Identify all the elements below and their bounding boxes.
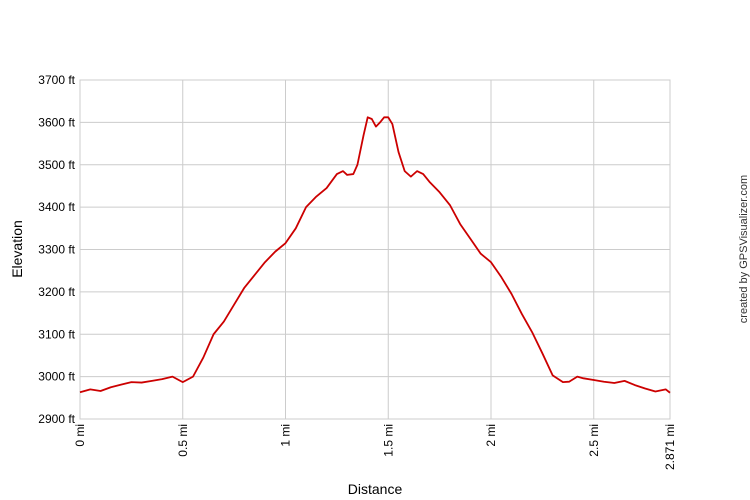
x-axis-title: Distance [348,481,403,497]
x-tick-label: 2.871 mi [663,424,677,470]
y-tick-label: 3300 ft [38,243,75,257]
x-tick-label: 1 mi [279,424,293,447]
x-tick-label: 0.5 mi [176,424,190,457]
y-axis-tick-labels: 2900 ft 3000 ft 3100 ft 3200 ft 3300 ft 3400 … [38,73,75,426]
x-tick-label: 2 mi [484,424,498,447]
y-tick-label: 3600 ft [38,115,75,129]
credit-text: created by GPSVisualizer.com [738,175,750,323]
series-layer [79,116,671,394]
x-tick-label: 1.5 mi [381,424,395,457]
x-tick-label: 0 mi [73,424,87,447]
x-tick-label: 2.5 mi [587,424,601,457]
grid-lines [79,79,671,420]
y-tick-label: 2900 ft [38,412,75,426]
y-tick-label: 3500 ft [38,158,75,172]
y-tick-label: 3100 ft [38,327,75,341]
elevation-line [79,116,671,394]
y-axis-title: Elevation [9,220,25,278]
y-tick-label: 3400 ft [38,200,75,214]
y-tick-label: 3700 ft [38,73,75,87]
x-axis-tick-labels: 0 mi 0.5 mi 1 mi 1.5 mi 2 mi 2.5 mi 2.871 mi [73,424,677,470]
y-tick-label: 3200 ft [38,285,75,299]
y-tick-label: 3000 ft [38,370,75,384]
